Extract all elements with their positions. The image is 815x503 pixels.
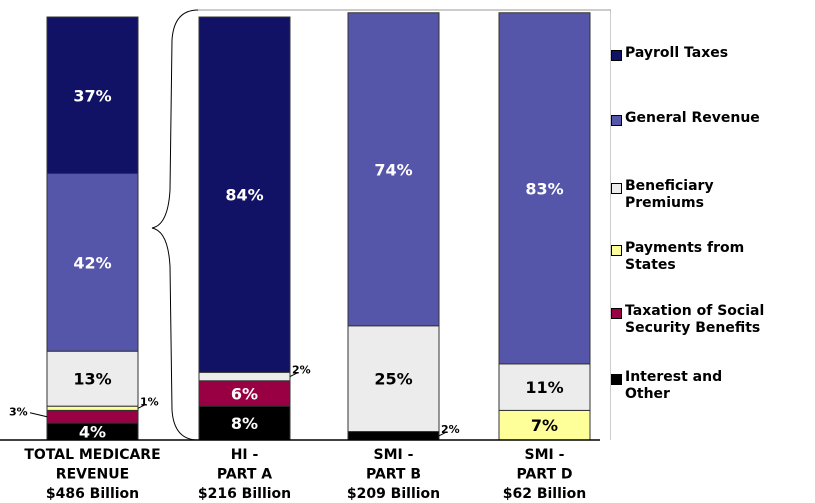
legend-label: Payroll Taxes (625, 45, 815, 62)
bar-segment-payroll-taxes-1 (198, 16, 291, 373)
data-label-payments-from-states-3: 7% (531, 416, 558, 435)
category-label-3-2: $62 Billion (503, 486, 587, 502)
bar-segment-beneficiary-premiums-1 (198, 371, 291, 382)
legend-label-line: Security Benefits (625, 320, 761, 336)
bar-segment-general-revenue-3 (498, 12, 591, 365)
legend-label: Interest and Other (625, 369, 815, 403)
data-label-taxation-of-social-security-benefits-0: 3% (9, 406, 28, 419)
data-label-interest-and-other-0: 4% (79, 423, 106, 442)
legend-label-line: Interest and (625, 369, 723, 385)
legend-swatch (611, 50, 622, 61)
bar-segment-payments-from-states-3 (498, 409, 591, 441)
stacked-bar-chart: TOTAL MEDICARE REVENUE $486 Billion HI - PAR… (0, 9, 611, 502)
legend-swatch (611, 115, 622, 126)
bar-segment-taxation-of-social-security-benefits-0 (46, 409, 139, 424)
data-label-beneficiary-premiums-1: 2% (292, 364, 311, 377)
bar-segment-beneficiary-premiums-0 (46, 350, 139, 407)
category-label-0-1: REVENUE (56, 467, 129, 483)
leader-line-1-3 (289, 372, 299, 377)
bar-segment-beneficiary-premiums-2 (347, 325, 440, 433)
legend-label-line: Payments from (625, 240, 745, 256)
category-label-3-0: SMI - (525, 447, 565, 463)
legend-label-line: Taxation of Social (625, 303, 765, 319)
data-label-payments-from-states-0: 1% (140, 395, 159, 408)
legend-label: Taxation of Social Security Benefits (625, 303, 815, 337)
legend-swatch (611, 308, 622, 319)
legend-item-2: Beneficiary Premiums (611, 178, 815, 212)
leader-line-0-2 (137, 403, 147, 409)
bar-segment-general-revenue-2 (347, 12, 440, 327)
data-label-beneficiary-premiums-3: 11% (525, 378, 563, 397)
legend-swatch (611, 183, 622, 194)
category-label-1-1: PART A (217, 467, 272, 483)
leader-line-2-0 (438, 431, 448, 437)
legend-swatch (611, 374, 622, 385)
data-label-interest-and-other-1: 8% (231, 414, 258, 433)
legend-label-line: Premiums (625, 195, 704, 211)
legend-label-line: Other (625, 386, 670, 402)
data-label-general-revenue-0: 42% (73, 253, 111, 272)
data-label-interest-and-other-2: 2% (441, 423, 460, 436)
legend-label-line: General Revenue (625, 110, 760, 126)
category-label-1-2: $216 Billion (198, 486, 291, 502)
category-label-2-1: PART B (366, 467, 421, 483)
legend-swatch (611, 245, 622, 256)
bar-segment-payroll-taxes-0 (46, 16, 139, 175)
category-label-3-1: PART D (516, 467, 572, 483)
data-label-beneficiary-premiums-0: 13% (73, 370, 111, 389)
legend-label-line: Beneficiary (625, 178, 714, 194)
legend-label: Beneficiary Premiums (625, 178, 815, 212)
bar-segment-payments-from-states-0 (46, 405, 139, 411)
category-label-1-0: HI - (231, 447, 259, 463)
data-label-payroll-taxes-1: 84% (225, 186, 263, 205)
legend-label: General Revenue (625, 110, 815, 127)
legend-item-3: Payments from States (611, 240, 815, 274)
legend-item-4: Taxation of Social Security Benefits (611, 303, 815, 337)
leader-line-0-1 (29, 412, 48, 418)
legend-label-line: States (625, 257, 676, 273)
data-label-general-revenue-2: 74% (374, 160, 412, 179)
category-label-0-2: $486 Billion (46, 486, 139, 502)
legend-label-line: Payroll Taxes (625, 45, 729, 61)
grouping-brace (151, 9, 199, 441)
legend-item-5: Interest and Other (611, 369, 815, 403)
legend-label: Payments from States (625, 240, 815, 274)
data-label-taxation-of-social-security-benefits-1: 6% (231, 384, 258, 403)
bar-segment-interest-and-other-2 (347, 431, 440, 441)
legend-item-0: Payroll Taxes (611, 45, 815, 62)
category-label-2-0: SMI - (374, 447, 414, 463)
data-label-beneficiary-premiums-2: 25% (374, 370, 412, 389)
data-label-payroll-taxes-0: 37% (73, 86, 111, 105)
category-label-0-0: TOTAL MEDICARE (24, 447, 160, 463)
legend-item-1: General Revenue (611, 110, 815, 127)
component-frame (198, 9, 611, 440)
category-label-2-2: $209 Billion (347, 486, 440, 502)
data-label-general-revenue-3: 83% (525, 179, 563, 198)
